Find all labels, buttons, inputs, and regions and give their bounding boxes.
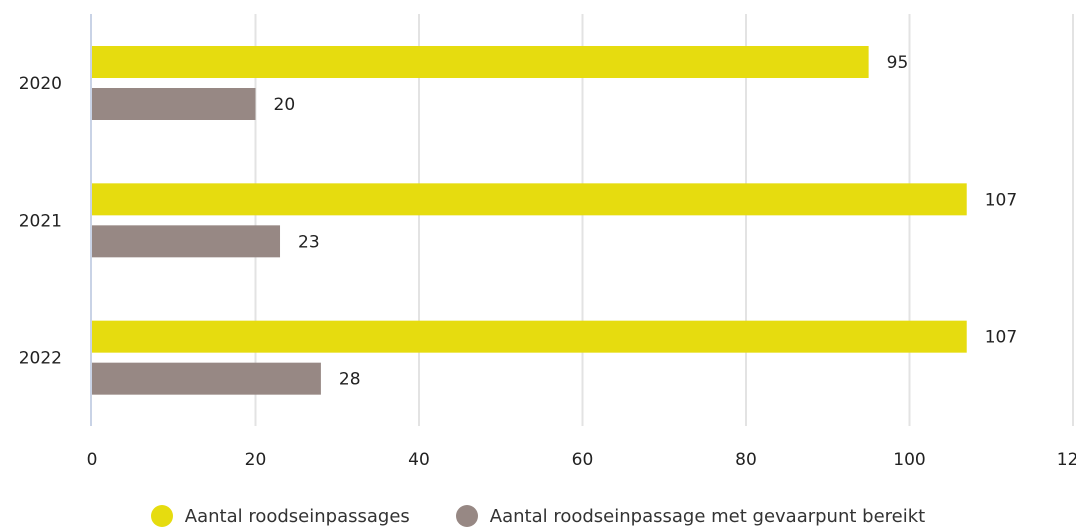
x-tick-label: 120	[1057, 450, 1076, 470]
bars	[92, 46, 967, 395]
bar[interactable]	[92, 46, 869, 78]
data-label: 95	[887, 53, 909, 73]
data-labels: 95 20 107 23 107 28	[274, 53, 1018, 390]
data-label: 23	[298, 232, 320, 252]
y-tick-label: 2022	[19, 349, 62, 369]
data-label: 28	[339, 370, 361, 390]
x-tick-label: 20	[245, 450, 267, 470]
x-tick-label: 80	[735, 450, 757, 470]
x-tick-label: 60	[572, 450, 594, 470]
y-tick-label: 2020	[19, 74, 62, 94]
gridlines	[254, 14, 1074, 426]
bar[interactable]	[92, 183, 967, 216]
bar[interactable]	[92, 225, 281, 258]
x-tick-label: 40	[408, 450, 430, 470]
axes: 0 20 40 60 80 100 120 2020 2021 2022	[19, 14, 1076, 470]
x-tick-label: 100	[893, 450, 925, 470]
legend-swatch-yellow	[150, 505, 173, 527]
legend-label: Aantal roodseinpassage met gevaarpunt be…	[489, 505, 926, 527]
bar[interactable]	[92, 320, 967, 353]
data-label: 107	[985, 190, 1017, 210]
legend-item-roodseinpassages[interactable]: Aantal roodseinpassages	[150, 505, 410, 527]
x-tick-label: 0	[87, 450, 98, 470]
data-label: 107	[985, 328, 1017, 348]
legend-swatch-gray	[455, 505, 478, 527]
bar[interactable]	[92, 88, 256, 120]
legend-label: Aantal roodseinpassages	[184, 505, 410, 527]
bar[interactable]	[92, 362, 321, 395]
y-tick-label: 2021	[19, 211, 62, 231]
legend-item-gevaarpunt[interactable]: Aantal roodseinpassage met gevaarpunt be…	[455, 505, 926, 527]
legend: Aantal roodseinpassages Aantal roodseinp…	[0, 502, 1076, 530]
data-label: 20	[274, 95, 296, 115]
